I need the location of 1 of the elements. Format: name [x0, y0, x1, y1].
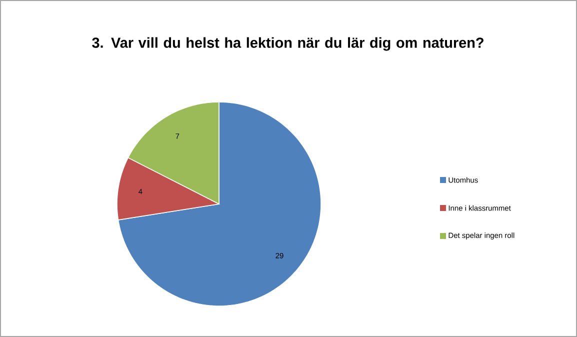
chart-title: 3. Var vill du helst ha lektion när du lär dig om naturen? — [92, 37, 484, 51]
